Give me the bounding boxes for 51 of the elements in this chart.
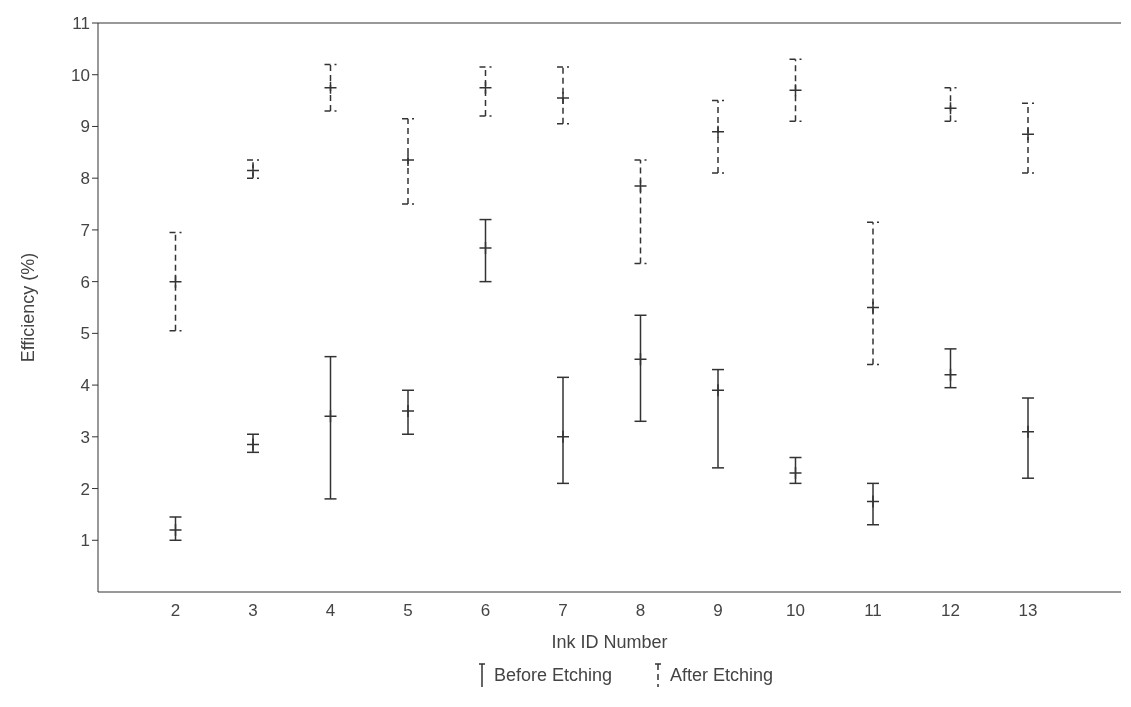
point [168, 274, 183, 289]
point [633, 179, 648, 193]
x-tick-label: 2 [170, 601, 181, 621]
point [246, 437, 260, 452]
y-tick-label: 9 [80, 117, 90, 137]
point [788, 83, 803, 97]
point [323, 80, 338, 95]
y-axis-title: Efficiency (%) [18, 252, 39, 363]
y-tick-label: 5 [80, 324, 90, 344]
x-tick-label: 13 [1018, 601, 1038, 621]
x-tick-label: 3 [248, 601, 258, 621]
legend-label: Before Etching [492, 663, 612, 687]
x-tick-label: 4 [325, 601, 336, 621]
x-tick-label: 7 [558, 601, 568, 621]
y-tick-label: 7 [80, 220, 90, 240]
x-tick-label: 5 [403, 601, 413, 621]
y-tick-label: 1 [80, 531, 90, 551]
point [556, 430, 570, 444]
point [943, 368, 958, 382]
point [711, 383, 725, 398]
legend-label: After Etching [669, 663, 774, 687]
y-tick-label: 6 [80, 272, 90, 292]
y-tick-label: 8 [80, 169, 90, 189]
point [478, 80, 493, 95]
point [866, 300, 880, 315]
point [478, 241, 493, 255]
y-tick-label: 11 [72, 14, 90, 34]
x-tick-label: 12 [941, 601, 960, 621]
point [401, 153, 415, 167]
x-axis-title: Ink ID Number [551, 632, 668, 652]
point [246, 163, 260, 178]
point [401, 404, 415, 418]
point [943, 101, 958, 116]
point [866, 494, 880, 509]
x-tick-label: 6 [480, 601, 491, 621]
point [323, 409, 338, 423]
y-tick-label: 10 [71, 65, 90, 85]
y-tick-label: 4 [80, 376, 90, 396]
y-tick-label: 3 [80, 427, 90, 447]
x-tick-label: 8 [635, 601, 646, 621]
point [168, 523, 183, 537]
point [556, 91, 570, 105]
x-tick-label: 10 [786, 601, 805, 621]
point [1021, 424, 1035, 439]
point [633, 352, 648, 366]
point [711, 124, 725, 139]
x-tick-label: 11 [864, 601, 882, 621]
x-tick-label: 9 [713, 601, 723, 621]
point [1021, 127, 1035, 141]
point [788, 466, 803, 480]
y-tick-label: 2 [80, 479, 90, 499]
